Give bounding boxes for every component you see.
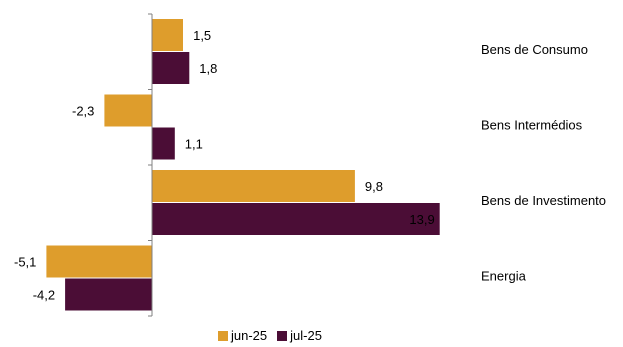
data-label-jun-25-energia: -5,1 [14, 255, 36, 270]
legend-label-jun-25: jun-25 [231, 328, 268, 343]
data-label-jul-25-bens-interm-dios: 1,1 [185, 137, 203, 152]
data-labels-group: 1,5 1,8 -2,3 1,1 9,8 13,9 -5,1 -4,2 [14, 28, 435, 303]
bar-jun-25-bens-interm-dios [104, 94, 152, 127]
category-axis [148, 13, 153, 317]
legend-swatch-jun-25 [218, 330, 228, 341]
bar-jul-25-bens-interm-dios [152, 127, 175, 160]
legend-item-jun-25: jun-25 [218, 328, 267, 343]
legend-label-jul-25: jul-25 [290, 328, 322, 343]
category-label-bens-de-consumo: Bens de Consumo [481, 42, 588, 57]
category-labels-group: Bens de Consumo Bens Intermédios Bens de I… [481, 42, 606, 284]
bars-group [46, 19, 440, 311]
category-label-energia: Energia [481, 268, 527, 283]
legend-swatch-jul-25 [277, 330, 288, 341]
data-label-jul-25-energia: -4,2 [33, 288, 55, 303]
bar-jul-25-bens-de-investimento [152, 203, 440, 235]
data-label-jul-25-bens-de-consumo: 1,8 [199, 61, 217, 76]
legend: jun-25 jul-25 [218, 328, 322, 343]
bar-jun-25-bens-de-investimento [152, 170, 355, 202]
bar-chart: 1,5 1,8 -2,3 1,1 9,8 13,9 -5,1 -4,2 Bens de Con… [14, 13, 606, 317]
bar-jun-25-bens-de-consumo [152, 19, 183, 51]
data-label-jun-25-bens-de-investimento: 9,8 [365, 179, 383, 194]
data-label-jun-25-bens-de-consumo: 1,5 [193, 28, 211, 43]
bar-jul-25-energia [65, 278, 152, 311]
data-label-jul-25-bens-de-investimento: 13,9 [409, 212, 434, 227]
bar-jul-25-bens-de-consumo [152, 52, 190, 84]
category-label-bens-interm-dios: Bens Intermédios [481, 117, 583, 132]
legend-item-jul-25: jul-25 [277, 328, 322, 343]
bar-jun-25-energia [46, 245, 152, 278]
data-label-jun-25-bens-interm-dios: -2,3 [72, 104, 94, 119]
category-label-bens-de-investimento: Bens de Investimento [481, 193, 606, 208]
